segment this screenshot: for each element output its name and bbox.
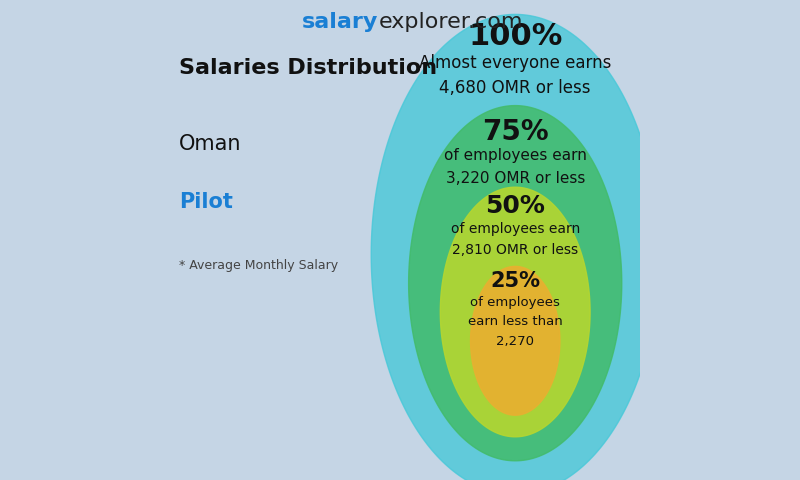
Polygon shape (409, 106, 622, 461)
Text: 75%: 75% (482, 118, 549, 145)
Text: 2,270: 2,270 (496, 335, 534, 348)
Text: Oman: Oman (179, 134, 242, 155)
Polygon shape (470, 266, 560, 415)
Text: of employees earn: of employees earn (444, 147, 586, 163)
Text: 50%: 50% (486, 194, 545, 218)
Text: 4,680 OMR or less: 4,680 OMR or less (439, 79, 591, 97)
Text: 25%: 25% (490, 271, 540, 291)
Text: Pilot: Pilot (179, 192, 233, 212)
Polygon shape (440, 187, 590, 437)
Polygon shape (371, 14, 659, 480)
Text: salary: salary (302, 12, 378, 32)
Text: explorer.com: explorer.com (378, 12, 523, 32)
Text: 100%: 100% (468, 22, 562, 50)
Text: 2,810 OMR or less: 2,810 OMR or less (452, 243, 578, 257)
Text: earn less than: earn less than (468, 315, 562, 328)
Text: * Average Monthly Salary: * Average Monthly Salary (179, 259, 338, 272)
Text: Almost everyone earns: Almost everyone earns (419, 54, 611, 72)
Text: of employees: of employees (470, 296, 560, 309)
Text: of employees earn: of employees earn (450, 222, 580, 236)
Text: Salaries Distribution: Salaries Distribution (179, 58, 438, 78)
Text: 3,220 OMR or less: 3,220 OMR or less (446, 170, 585, 186)
